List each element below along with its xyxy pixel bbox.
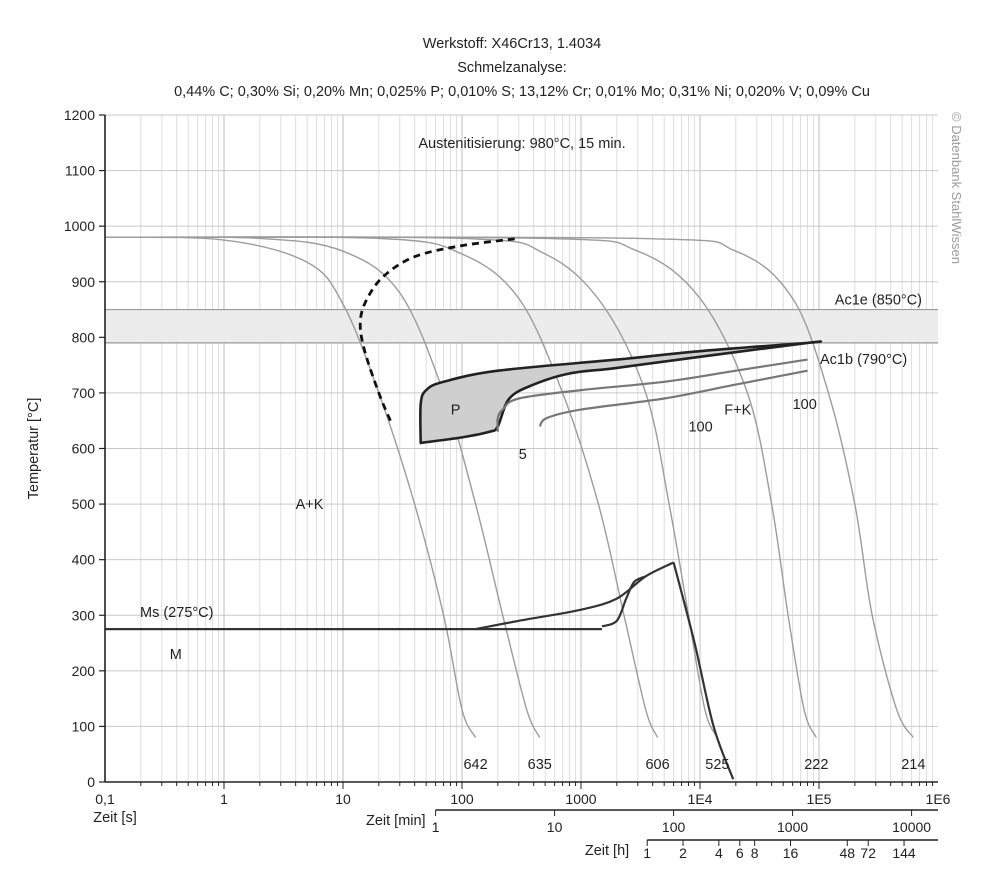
austenitization-label: Austenitisierung: 980°C, 15 min. <box>418 136 625 152</box>
hours-tick-label: 6 <box>736 845 744 861</box>
grid <box>104 114 938 783</box>
y-tick-label: 600 <box>72 441 96 457</box>
region-label-100-a: 100 <box>688 419 712 435</box>
region-label-m: M <box>170 647 182 663</box>
reference-lines <box>105 308 938 344</box>
y-tick-label: 800 <box>72 329 96 345</box>
minutes-tick-label: 1000 <box>777 819 808 835</box>
y-tick-label: 500 <box>72 496 96 512</box>
minutes-tick-label: 1 <box>432 819 440 835</box>
x-tick-label: 1E4 <box>688 791 713 807</box>
x-axis-label-minutes: Zeit [min] <box>366 813 426 829</box>
hours-tick-label: 2 <box>679 845 687 861</box>
hours-tick-label: 72 <box>860 845 876 861</box>
y-tick-label: 1200 <box>64 107 95 123</box>
x-axis-label-hours: Zeit [h] <box>585 843 629 859</box>
bainite-curve-3 <box>672 562 735 780</box>
region-label-fk: F+K <box>724 403 751 419</box>
ac1b-label: Ac1b (790°C) <box>820 352 907 368</box>
region-label-ak: A+K <box>296 497 324 513</box>
minutes-tick-label: 10000 <box>892 819 931 835</box>
minutes-tick-label: 100 <box>662 819 686 835</box>
x-tick-label: 1E6 <box>926 791 951 807</box>
header-title: Werkstoff: X46Cr13, 1.4034 <box>423 36 601 52</box>
y-tick-label: 0 <box>87 774 95 790</box>
hardness-label-4: 525 <box>705 757 729 773</box>
hours-tick-label: 48 <box>839 845 855 861</box>
y-tick-label: 1100 <box>65 163 95 179</box>
hours-tick-label: 16 <box>783 845 799 861</box>
bainite-curve-1 <box>475 561 675 631</box>
y-tick-label: 700 <box>72 385 96 401</box>
hardness-label-6: 214 <box>901 757 925 773</box>
pearlite-label: P <box>451 403 461 419</box>
hardness-label-1: 642 <box>463 757 487 773</box>
hours-tick-label: 1 <box>643 845 651 861</box>
x-tick-label: 1000 <box>565 791 596 807</box>
x-axis-label-seconds: Zeit [s] <box>93 810 137 826</box>
y-tick-label: 1000 <box>64 218 95 234</box>
hardness-label-3: 606 <box>645 757 669 773</box>
header-composition: 0,44% C; 0,30% Si; 0,20% Mn; 0,025% P; 0… <box>174 84 870 100</box>
axes: 0100200300400500600700800900100011001200… <box>26 107 951 861</box>
x-tick-label: 1E5 <box>807 791 832 807</box>
y-tick-label: 400 <box>72 552 96 568</box>
y-tick-label: 100 <box>72 718 96 734</box>
x-tick-label: 1 <box>220 791 228 807</box>
ac1-band <box>105 309 938 343</box>
pearlite-region <box>419 340 823 445</box>
hours-tick-label: 8 <box>751 845 759 861</box>
x-tick-label: 100 <box>450 791 474 807</box>
annotations: Ac1e (850°C) Ac1b (790°C) Ms (275°C) 642 635… <box>140 136 925 773</box>
transformation-curve-2 <box>538 369 808 428</box>
minutes-tick-label: 10 <box>547 819 563 835</box>
ac1e-label: Ac1e (850°C) <box>835 293 922 309</box>
hardness-label-5: 222 <box>804 757 828 773</box>
region-label-5: 5 <box>519 447 527 463</box>
hardness-label-2: 635 <box>528 757 552 773</box>
header-subtitle: Schmelzanalyse: <box>457 60 567 76</box>
transformation-curves <box>105 237 823 780</box>
hours-tick-label: 144 <box>892 845 916 861</box>
cooling-curves <box>104 236 914 738</box>
y-tick-label: 200 <box>72 663 96 679</box>
ms-label: Ms (275°C) <box>140 605 213 621</box>
region-label-100-b: 100 <box>793 397 817 413</box>
hours-tick-label: 4 <box>715 845 723 861</box>
x-tick-label: 10 <box>335 791 351 807</box>
y-axis-label: Temperatur [°C] <box>26 398 42 500</box>
y-tick-label: 300 <box>72 607 96 623</box>
bainite-curve-2 <box>601 575 647 628</box>
copyright-text: © Datenbank StahlWissen <box>949 112 964 264</box>
x-tick-label: 0,1 <box>95 791 115 807</box>
cooling-curve-6 <box>104 236 914 738</box>
transformation-curve-1 <box>496 358 808 432</box>
y-tick-label: 900 <box>72 274 96 290</box>
